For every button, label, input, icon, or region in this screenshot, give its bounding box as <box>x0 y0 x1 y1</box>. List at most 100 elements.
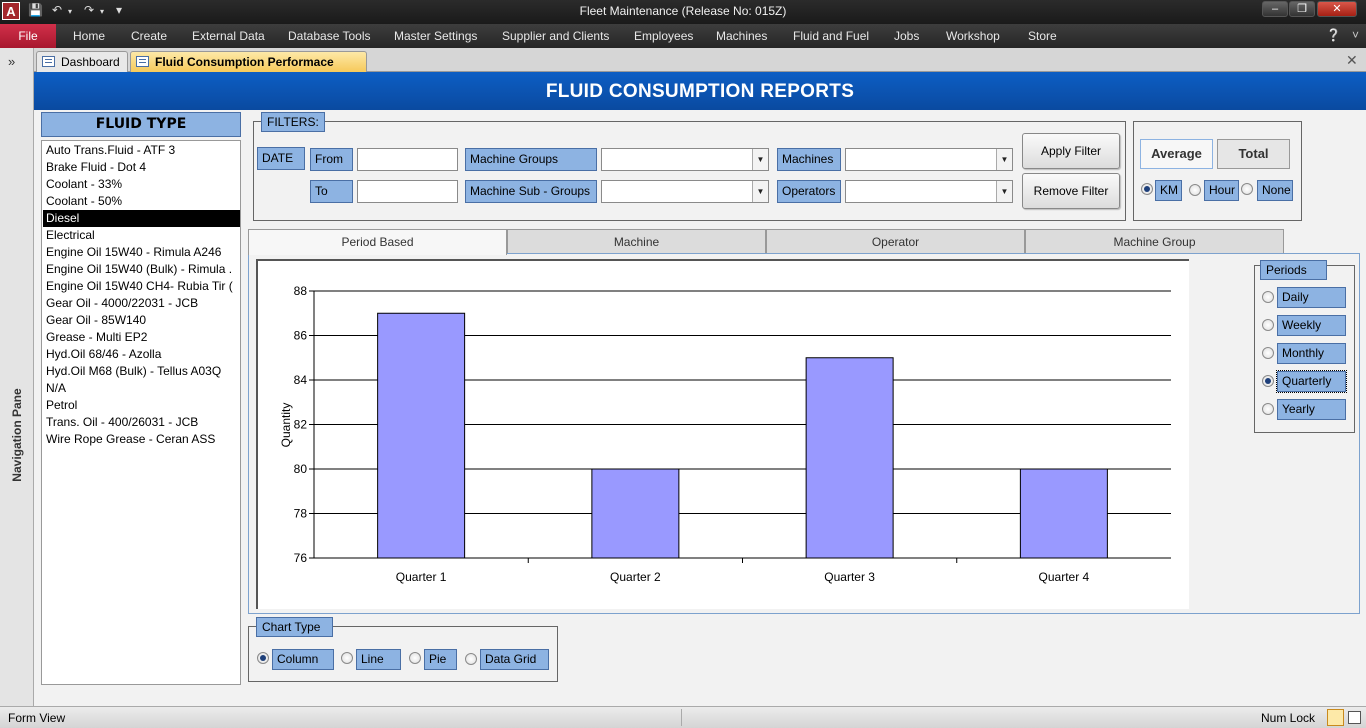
redo-dropdown-icon[interactable]: ▾ <box>100 7 105 16</box>
chevron-down-icon[interactable]: ▼ <box>996 149 1012 170</box>
chevron-down-icon[interactable]: ▼ <box>752 181 768 202</box>
ribbon-tabs: Home Create External Data Database Tools… <box>0 24 1366 48</box>
nav-pane-toggle-icon[interactable]: » <box>8 54 16 69</box>
ribbon-tab-jobs[interactable]: Jobs <box>894 29 920 43</box>
fluid-type-item[interactable]: Grease - Multi EP2 <box>46 330 148 344</box>
unit-km-radio[interactable] <box>1141 183 1153 195</box>
fluid-type-item[interactable]: Coolant - 33% <box>46 177 123 191</box>
chart-type-data-grid-radio[interactable] <box>465 653 477 665</box>
fluid-type-item[interactable]: N/A <box>46 381 67 395</box>
period-daily-radio[interactable] <box>1262 291 1274 303</box>
ribbon-tab-master-settings[interactable]: Master Settings <box>394 29 478 43</box>
from-date-input[interactable] <box>357 148 458 171</box>
period-yearly-radio[interactable] <box>1262 403 1274 415</box>
fluid-type-item[interactable]: Gear Oil - 85W140 <box>46 313 147 327</box>
fluid-type-item[interactable]: Wire Rope Grease - Ceran ASS <box>46 432 216 446</box>
bar-quarter-1 <box>377 312 466 559</box>
ribbon-tab-database-tools[interactable]: Database Tools <box>288 29 371 43</box>
x-tick-label: Quarter 1 <box>396 570 447 584</box>
undo-dropdown-icon[interactable]: ▾ <box>68 7 73 16</box>
y-tick-label: 76 <box>294 551 308 565</box>
period-weekly-label: Weekly <box>1277 315 1346 336</box>
period-quarterly-label: Quarterly <box>1276 370 1347 393</box>
unit-hour-radio[interactable] <box>1189 184 1201 196</box>
ribbon-tab-employees[interactable]: Employees <box>634 29 694 43</box>
customize-toolbar-icon[interactable]: ▾ <box>116 3 123 17</box>
fluid-type-item[interactable]: Hyd.Oil M68 (Bulk) - Tellus A03Q <box>46 364 222 378</box>
y-tick-label: 78 <box>294 507 308 521</box>
fluid-type-item[interactable]: Petrol <box>46 398 78 412</box>
close-window-button[interactable]: ✕ <box>1317 1 1357 17</box>
remove-filter-button[interactable]: Remove Filter <box>1022 173 1120 209</box>
unit-km-label: KM <box>1155 180 1182 201</box>
fluid-type-header: FLUID TYPE <box>41 112 241 137</box>
chart-type-data-grid-label: Data Grid <box>480 649 549 670</box>
title-bar: A 💾 ↶ ▾ ↷ ▾ ▾ Fleet Maintenance (Release… <box>0 0 1366 24</box>
ribbon-tab-create[interactable]: Create <box>131 29 168 43</box>
redo-icon[interactable]: ↷ <box>84 3 95 17</box>
machine-groups-select[interactable]: ▼ <box>601 148 769 171</box>
chevron-down-icon[interactable]: ▼ <box>752 149 768 170</box>
period-quarterly-radio[interactable] <box>1262 375 1274 387</box>
machine-sub-groups-label: Machine Sub - Groups <box>465 180 597 203</box>
fluid-type-item[interactable]: Electrical <box>46 228 95 242</box>
fluid-type-item[interactable]: Brake Fluid - Dot 4 <box>46 160 147 174</box>
period-monthly-radio[interactable] <box>1262 347 1274 359</box>
form-icon <box>136 56 149 67</box>
ribbon-tab-machines[interactable]: Machines <box>716 29 768 43</box>
chart-type-group <box>248 626 558 682</box>
access-app-icon[interactable]: A <box>2 2 20 20</box>
aggregation-group <box>1133 121 1302 221</box>
period-weekly-radio[interactable] <box>1262 319 1274 331</box>
x-tick-label: Quarter 3 <box>824 570 875 584</box>
tab-machine-group[interactable]: Machine Group <box>1025 229 1284 254</box>
machines-select[interactable]: ▼ <box>845 148 1013 171</box>
period-yearly-label: Yearly <box>1277 399 1346 420</box>
machine-sub-groups-select[interactable]: ▼ <box>601 180 769 203</box>
average-toggle[interactable]: Average <box>1140 139 1213 169</box>
ribbon-tab-store[interactable]: Store <box>1028 29 1057 43</box>
tab-operator[interactable]: Operator <box>766 229 1025 254</box>
fluid-type-item[interactable]: Engine Oil 15W40 CH4- Rubia Tir ( <box>46 279 233 293</box>
layout-view-icon[interactable] <box>1348 711 1361 724</box>
close-tab-icon[interactable]: ✕ <box>1346 52 1358 68</box>
form-view-icon[interactable] <box>1327 709 1344 726</box>
total-toggle[interactable]: Total <box>1217 139 1290 169</box>
ribbon-tab-supplier-clients[interactable]: Supplier and Clients <box>502 29 610 43</box>
chart-type-column-radio[interactable] <box>257 652 269 664</box>
fluid-type-item[interactable]: Engine Oil 15W40 (Bulk) - Rimula . <box>46 262 233 276</box>
fluid-type-list[interactable]: Auto Trans.Fluid - ATF 3 Brake Fluid - Do… <box>41 140 241 685</box>
restore-button[interactable]: ❐ <box>1289 1 1315 17</box>
help-icon[interactable]: ❔ <box>1326 28 1341 42</box>
chart-type-pie-radio[interactable] <box>409 652 421 664</box>
unit-none-radio[interactable] <box>1241 183 1253 195</box>
ribbon-tab-workshop[interactable]: Workshop <box>946 29 1000 43</box>
fluid-type-item[interactable]: Trans. Oil - 400/26031 - JCB <box>46 415 199 429</box>
fluid-type-item[interactable]: Engine Oil 15W40 - Rimula A246 <box>46 245 222 259</box>
chart-type-line-radio[interactable] <box>341 652 353 664</box>
ribbon-tab-home[interactable]: Home <box>73 29 106 43</box>
doc-tab-fluid-report[interactable]: Fluid Consumption Performace Report <box>130 51 367 89</box>
ribbon-expand-icon[interactable]: ˅ <box>1352 28 1360 42</box>
operators-select[interactable]: ▼ <box>845 180 1013 203</box>
save-icon[interactable]: 💾 <box>28 3 43 17</box>
fluid-type-item[interactable]: Gear Oil - 4000/22031 - JCB <box>46 296 199 310</box>
window-title: Fleet Maintenance (Release No: 015Z) <box>579 4 787 18</box>
apply-filter-button[interactable]: Apply Filter <box>1022 133 1120 169</box>
doc-tab-dashboard[interactable]: Dashboard <box>36 51 128 72</box>
navigation-pane[interactable]: » Navigation Pane <box>0 48 34 706</box>
undo-icon[interactable]: ↶ <box>52 3 63 17</box>
file-tab[interactable]: File <box>0 24 56 48</box>
to-date-input[interactable] <box>357 180 458 203</box>
tab-period-based[interactable]: Period Based <box>248 229 507 255</box>
fluid-type-item[interactable]: Auto Trans.Fluid - ATF 3 <box>46 143 176 157</box>
fluid-type-item[interactable]: Diesel <box>43 210 240 227</box>
fluid-type-item[interactable]: Coolant - 50% <box>46 194 123 208</box>
fluid-type-item[interactable]: Hyd.Oil 68/46 - Azolla <box>46 347 162 361</box>
chevron-down-icon[interactable]: ▼ <box>996 181 1012 202</box>
ribbon-tab-fluid-fuel[interactable]: Fluid and Fuel <box>793 29 870 43</box>
tab-machine[interactable]: Machine <box>507 229 766 254</box>
ribbon-tab-external-data[interactable]: External Data <box>192 29 265 43</box>
minimize-button[interactable]: – <box>1262 1 1288 17</box>
periods-label: Periods <box>1260 260 1327 280</box>
